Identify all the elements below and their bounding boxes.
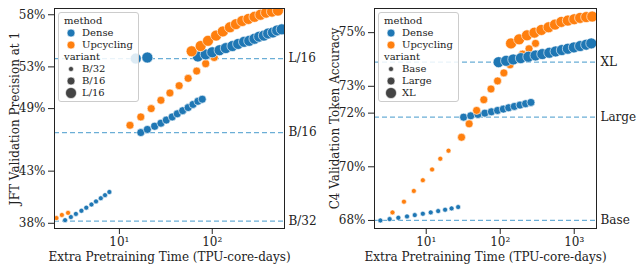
html-text:method: method [64,15,103,26]
svg-text:70%: 70% [339,160,366,174]
svg-text:Base: Base [601,213,630,227]
svg-text:10¹: 10¹ [416,235,436,249]
svg-text:38%: 38% [19,216,46,230]
html-text:B/32: B/32 [82,63,106,74]
svg-text:Large: Large [601,110,637,124]
html-text:L/16: L/16 [82,87,105,98]
svg-text:B/32: B/32 [289,214,317,228]
html-text:method: method [384,15,423,26]
svg-text:73%: 73% [339,79,366,93]
html-text:Base: Base [402,63,427,74]
svg-text:Extra Pretraining Time (TPU-co: Extra Pretraining Time (TPU-core-days) [364,250,606,264]
html-text:XL: XL [402,87,416,98]
html-text:variant: variant [64,51,100,62]
svg-text:C4 Validation Token Accuracy: C4 Validation Token Accuracy [328,27,342,209]
svg-text:75%: 75% [339,25,366,39]
svg-text:53%: 53% [19,60,46,74]
svg-text:58%: 58% [19,8,46,22]
svg-text:B/16: B/16 [289,125,317,139]
svg-text:10³: 10³ [564,235,584,249]
html-text:Dense: Dense [82,27,114,38]
svg-text:L/16: L/16 [289,51,316,65]
html-text:Large: Large [402,75,432,86]
svg-text:10¹: 10¹ [109,235,129,249]
svg-text:JFT Validation Precision at 1: JFT Validation Precision at 1 [8,32,22,207]
html-text:variant: variant [384,51,420,62]
svg-text:72%: 72% [339,106,366,120]
html-text:Dense: Dense [402,27,434,38]
html-text:Upcycling: Upcycling [402,39,453,50]
svg-text:XL: XL [601,55,618,69]
html-text:Upcycling: Upcycling [82,39,133,50]
svg-text:49%: 49% [19,101,46,115]
svg-text:68%: 68% [339,213,366,227]
html-text:B/16: B/16 [82,75,106,86]
svg-text:43%: 43% [19,164,46,178]
svg-text:Extra Pretraining Time (TPU-co: Extra Pretraining Time (TPU-core-days) [48,250,290,264]
svg-text:10²: 10² [202,235,222,249]
svg-text:10²: 10² [490,235,510,249]
